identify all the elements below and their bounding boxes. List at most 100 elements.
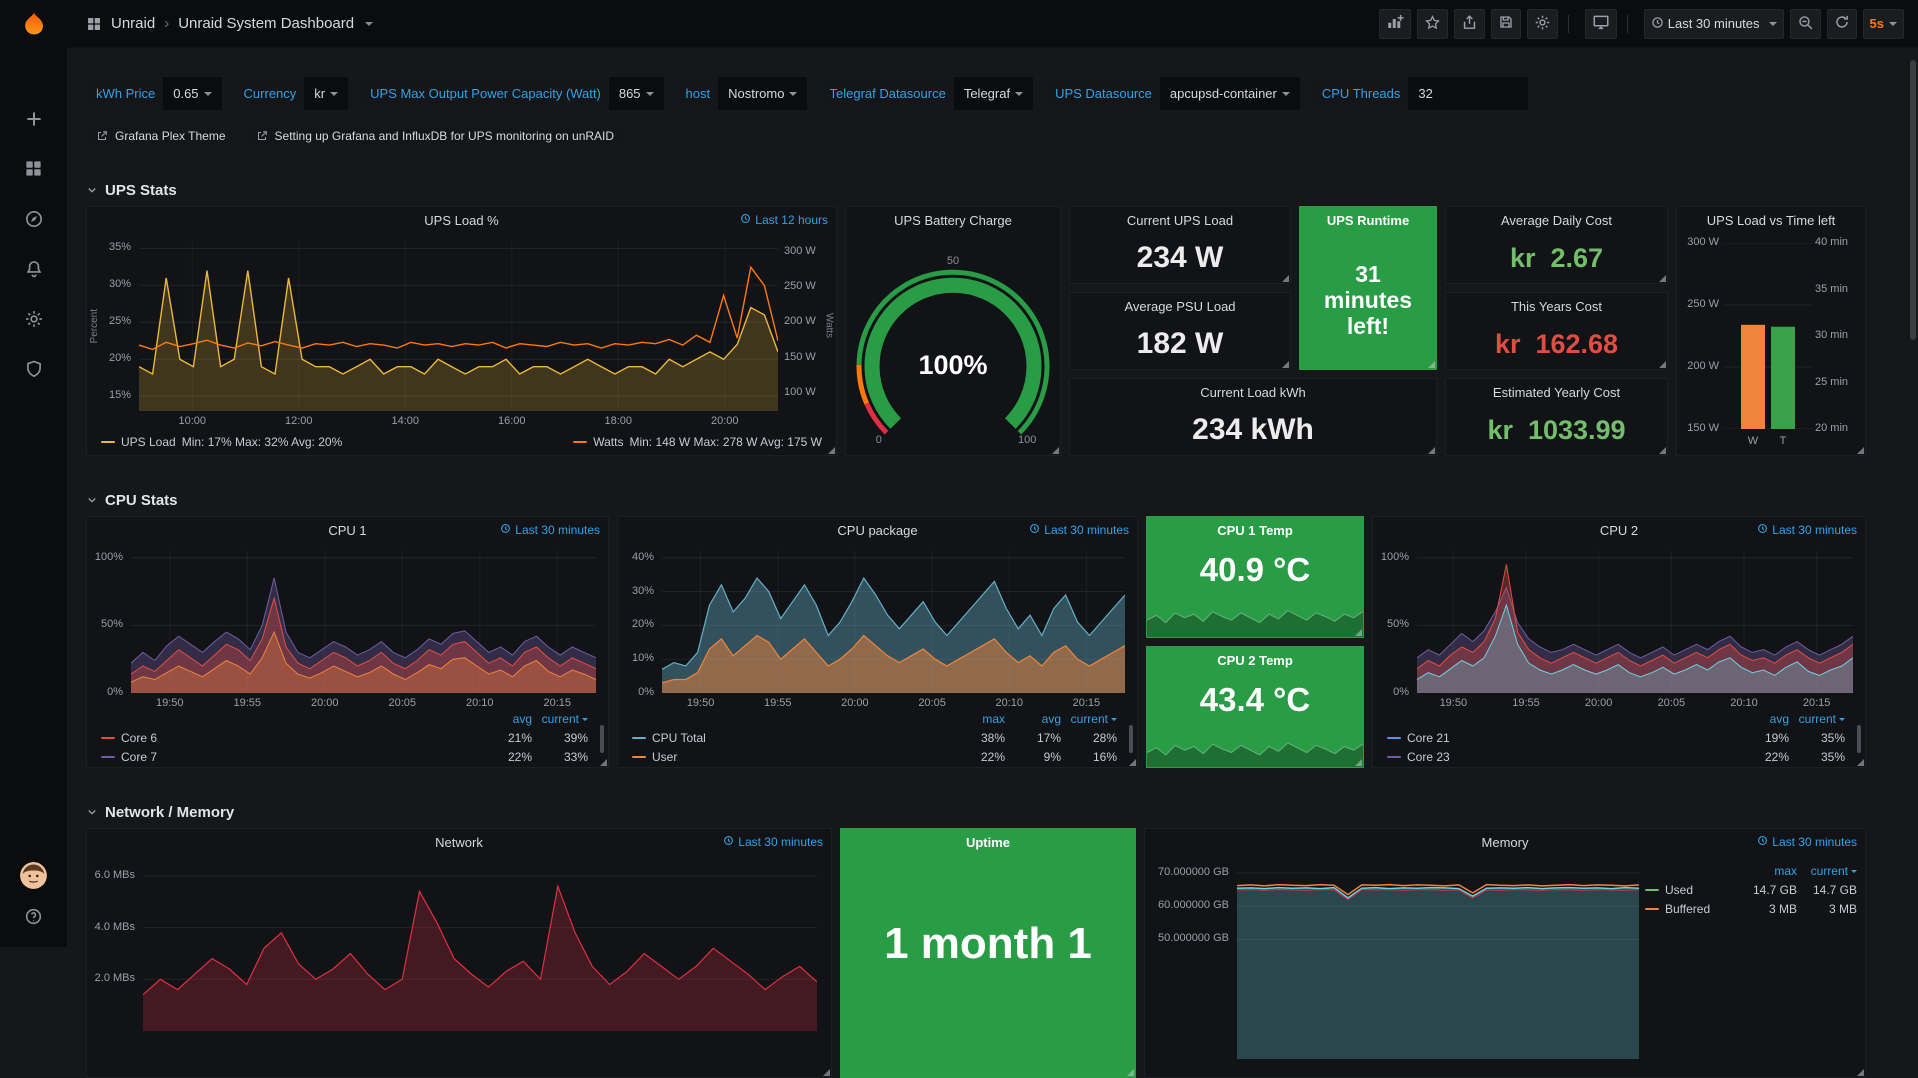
variable-value-dropdown[interactable]: kr (304, 77, 349, 110)
section-header-ups-stats[interactable]: UPS Stats (86, 178, 1888, 202)
panel-title[interactable]: Estimated Yearly Cost (1492, 384, 1621, 400)
legend-sort-current[interactable]: current (532, 712, 588, 726)
variable-value-dropdown[interactable]: apcupsd-container (1159, 77, 1300, 110)
chart-plot[interactable] (139, 241, 778, 411)
panel-title[interactable]: Memory (1481, 834, 1529, 850)
help-button[interactable] (24, 907, 43, 931)
panel-resize-handle[interactable] (1659, 447, 1666, 454)
chart-plot[interactable] (1417, 551, 1853, 693)
panel-time-override[interactable]: Last 12 hours (740, 213, 828, 227)
panel-title[interactable]: CPU 2 (1599, 522, 1639, 538)
panel-title[interactable]: CPU 1 Temp (1217, 522, 1293, 538)
grafana-logo[interactable] (19, 9, 49, 44)
legend-series-toggle[interactable]: Used (1645, 883, 1737, 897)
panel-title[interactable]: UPS Load vs Time left (1706, 212, 1836, 228)
panel-resize-handle[interactable] (1659, 275, 1666, 282)
panel-resize-handle[interactable] (1129, 759, 1136, 766)
panel-time-override[interactable]: Last 30 minutes (1757, 523, 1857, 537)
legend-sort-current[interactable]: current (1797, 864, 1857, 878)
panel-title[interactable]: UPS Load % (424, 212, 499, 228)
panel-resize-handle[interactable] (1659, 361, 1666, 368)
cycle-view-mode-button[interactable] (1584, 8, 1617, 39)
legend-sort-current[interactable]: current (1789, 712, 1845, 726)
panel-resize-handle[interactable] (1355, 759, 1362, 766)
chart-plot[interactable] (662, 551, 1125, 693)
time-picker-button[interactable]: Last 30 minutes (1643, 8, 1784, 39)
legend-scrollbar[interactable] (600, 725, 604, 753)
panel-title[interactable]: CPU 2 Temp (1217, 652, 1293, 668)
dashboard-link-ups-monitoring-guide[interactable]: Setting up Grafana and InfluxDB for UPS … (245, 123, 625, 149)
legend-series-toggle[interactable]: Core 23 (1387, 750, 1733, 764)
panel-resize-handle[interactable] (828, 447, 835, 454)
user-avatar[interactable] (20, 862, 47, 889)
panel-time-override[interactable]: Last 30 minutes (1029, 523, 1129, 537)
sidebar-item-server-admin[interactable] (0, 346, 67, 396)
section-header-cpu-stats[interactable]: CPU Stats (86, 488, 1888, 512)
panel-title[interactable]: Current UPS Load (1126, 212, 1234, 228)
panel-title[interactable]: CPU 1 (328, 522, 367, 538)
sidebar-item-dashboards[interactable] (0, 146, 67, 196)
legend-series-toggle[interactable]: Core 6 (101, 731, 476, 745)
chart-plot[interactable] (143, 863, 817, 1031)
panel-resize-handle[interactable] (1857, 1069, 1864, 1076)
refresh-dashboard-button[interactable] (1826, 8, 1857, 39)
legend-scrollbar[interactable] (1857, 725, 1861, 753)
panel-time-override[interactable]: Last 30 minutes (500, 523, 600, 537)
panel-resize-handle[interactable] (1857, 447, 1864, 454)
breadcrumb-folder[interactable]: Unraid (111, 15, 156, 32)
panel-title[interactable]: Current Load kWh (1200, 384, 1306, 400)
refresh-interval-picker[interactable]: 5s (1862, 8, 1904, 39)
sidebar-item-create[interactable] (0, 96, 67, 146)
panel-title[interactable]: Average PSU Load (1124, 298, 1236, 314)
panel-time-override[interactable]: Last 30 minutes (1757, 835, 1857, 849)
legend-sort-max[interactable]: max (982, 711, 1005, 726)
zoom-out-time-button[interactable] (1789, 8, 1821, 39)
panel-resize-handle[interactable] (1052, 447, 1059, 454)
panel-resize-handle[interactable] (1282, 361, 1289, 368)
battery-gauge[interactable]: 100% 0 50 100 (846, 233, 1060, 455)
sidebar-item-explore[interactable] (0, 196, 67, 246)
panel-resize-handle[interactable] (1127, 1069, 1134, 1076)
page-scrollbar-thumb[interactable] (1910, 60, 1916, 340)
legend-sort-current[interactable]: current (1061, 712, 1117, 726)
sidebar-item-configuration[interactable] (0, 296, 67, 346)
legend-sort-avg[interactable]: avg (512, 711, 532, 726)
panel-title[interactable]: UPS Runtime (1326, 212, 1410, 228)
chart-plot[interactable] (131, 551, 596, 693)
panel-time-override[interactable]: Last 30 minutes (723, 835, 823, 849)
chart-plot[interactable] (1723, 243, 1813, 429)
variable-value-dropdown[interactable]: Telegraf (953, 77, 1034, 110)
dashboard-settings-button[interactable] (1526, 8, 1558, 39)
panel-title[interactable]: CPU package (837, 522, 918, 538)
star-dashboard-button[interactable] (1416, 8, 1448, 39)
panel-resize-handle[interactable] (1355, 629, 1362, 636)
panel-resize-handle[interactable] (1428, 361, 1435, 368)
panel-resize-handle[interactable] (1428, 447, 1435, 454)
panel-title[interactable]: Network (435, 834, 483, 850)
save-dashboard-button[interactable] (1490, 8, 1521, 39)
sidebar-item-alerting[interactable] (0, 246, 67, 296)
legend-sort-avg[interactable]: avg (1041, 711, 1061, 726)
chart-plot[interactable] (1237, 863, 1639, 1059)
variable-value-dropdown[interactable]: Nostromo (718, 77, 808, 110)
add-panel-button[interactable] (1378, 8, 1411, 39)
section-header-network-memory[interactable]: Network / Memory (86, 800, 1888, 824)
legend-series-toggle[interactable]: Buffered (1645, 902, 1737, 916)
legend-series-toggle[interactable]: CPU Total (632, 731, 949, 745)
chevron-down-icon[interactable] (365, 21, 374, 30)
legend-series-toggle[interactable]: User (632, 750, 949, 764)
variable-value-dropdown[interactable]: 865 (608, 77, 664, 110)
panel-resize-handle[interactable] (823, 1069, 830, 1076)
legend-item-watts[interactable]: Watts Min: 148 W Max: 278 W Avg: 175 W (573, 435, 822, 449)
panel-title[interactable]: This Years Cost (1510, 298, 1603, 314)
panel-title[interactable]: UPS Battery Charge (894, 212, 1012, 228)
breadcrumb-dashboard-title[interactable]: Unraid System Dashboard (178, 15, 355, 32)
panel-title[interactable]: Uptime (965, 834, 1011, 850)
share-dashboard-button[interactable] (1453, 8, 1485, 39)
legend-series-toggle[interactable]: Core 7 (101, 750, 476, 764)
legend-item-ups-load[interactable]: UPS Load Min: 17% Max: 32% Avg: 20% (101, 435, 342, 449)
legend-sort-avg[interactable]: avg (1769, 711, 1789, 726)
panel-resize-handle[interactable] (1282, 275, 1289, 282)
legend-scrollbar[interactable] (1129, 725, 1133, 753)
panel-title[interactable]: Average Daily Cost (1500, 212, 1613, 228)
